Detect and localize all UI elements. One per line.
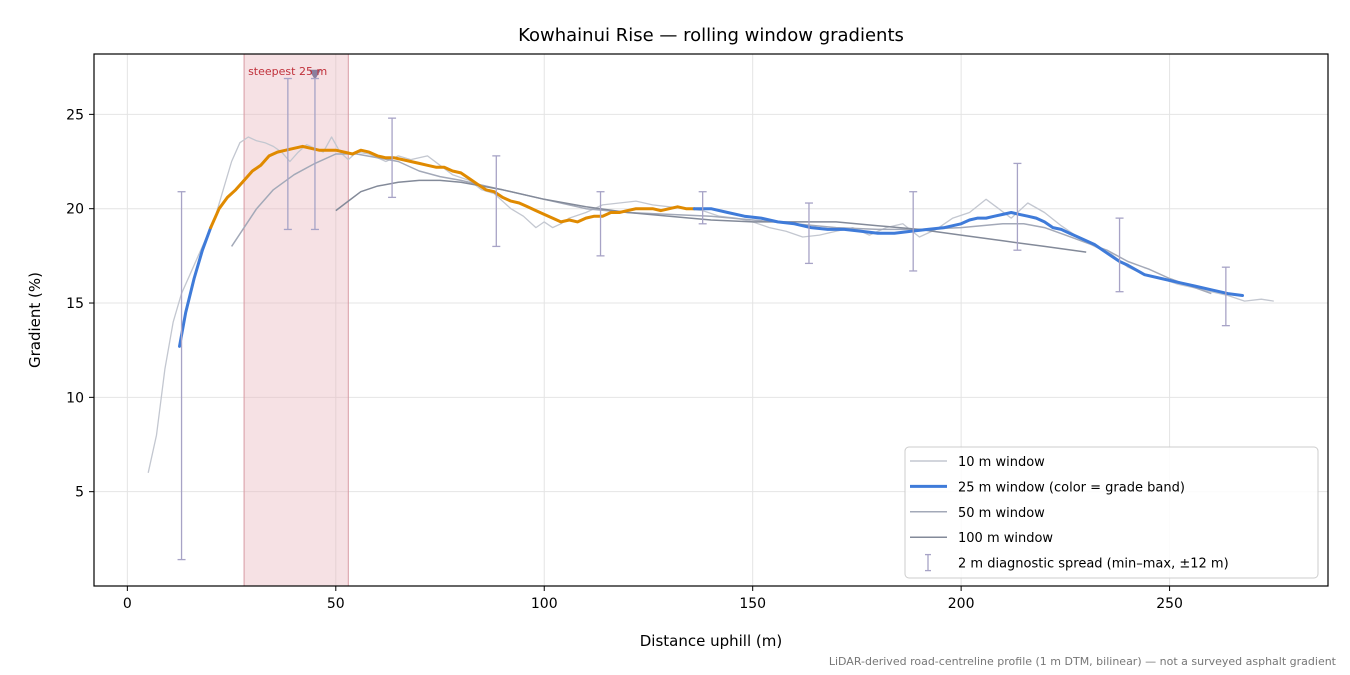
errorbar xyxy=(698,191,707,225)
errorbar xyxy=(804,202,813,265)
y-tick-label: 5 xyxy=(75,485,84,501)
x-tick-label: 150 xyxy=(739,596,766,612)
chart-title: Kowhainui Rise — rolling window gradient… xyxy=(518,25,904,46)
x-tick-label: 0 xyxy=(123,596,132,612)
y-tick-label: 20 xyxy=(66,202,84,218)
errorbar xyxy=(283,77,292,231)
legend-item: 100 m window xyxy=(910,531,1053,546)
ticks-layer: 0 50 100 150 200 250 5 10 15 20 25 xyxy=(66,107,1183,612)
series-line-25m xyxy=(178,226,213,348)
steepest-label: steepest 25 m xyxy=(248,65,327,78)
x-tick-label: 250 xyxy=(1156,596,1183,612)
legend: 10 m window 25 m window (color = grade ba… xyxy=(904,446,1319,579)
errorbar xyxy=(310,77,319,231)
errorbar xyxy=(388,117,397,199)
errorbar xyxy=(177,191,186,561)
legend-item: 50 m window xyxy=(910,506,1045,521)
series-line-100m xyxy=(335,179,1087,253)
y-tick-label: 25 xyxy=(66,107,84,123)
x-tick-label: 200 xyxy=(948,596,975,612)
x-tick-label: 50 xyxy=(327,596,345,612)
y-tick-label: 10 xyxy=(66,390,84,406)
plot-frame xyxy=(93,53,1329,587)
errorbar xyxy=(596,191,605,257)
legend-item: 2 m diagnostic spread (min–max, ±12 m) xyxy=(925,553,1229,572)
footnote: LiDAR-derived road-centreline profile (1… xyxy=(829,655,1337,668)
errorbar xyxy=(1013,162,1022,251)
legend-label: 10 m window xyxy=(958,455,1045,470)
series-line-50m xyxy=(230,153,1212,295)
series-line-10m xyxy=(147,136,1274,473)
errorbar xyxy=(492,155,501,248)
steepest-band xyxy=(243,54,349,586)
grid xyxy=(94,54,1328,586)
y-axis-label: Gradient (%) xyxy=(26,272,44,368)
steepest-marker xyxy=(308,69,321,80)
series-layer xyxy=(147,136,1274,473)
legend-item: 25 m window (color = grade band) xyxy=(910,480,1185,495)
legend-label: 2 m diagnostic spread (min–max, ±12 m) xyxy=(958,557,1229,572)
legend-label: 50 m window xyxy=(958,506,1045,521)
x-axis-label: Distance uphill (m) xyxy=(640,632,782,650)
legend-box xyxy=(904,446,1319,579)
legend-item: 10 m window xyxy=(910,455,1045,470)
y-tick-label: 15 xyxy=(66,296,84,312)
series-line-25m xyxy=(692,207,1244,297)
errorbar xyxy=(1221,266,1230,327)
steepest-highlight xyxy=(243,54,349,586)
errorbar xyxy=(909,191,918,272)
errorbar xyxy=(1115,217,1124,293)
errorbars-layer xyxy=(177,77,1230,561)
series-line-25m xyxy=(209,144,696,230)
x-tick-label: 100 xyxy=(531,596,558,612)
legend-label: 100 m window xyxy=(958,531,1053,546)
legend-label: 25 m window (color = grade band) xyxy=(958,480,1185,495)
